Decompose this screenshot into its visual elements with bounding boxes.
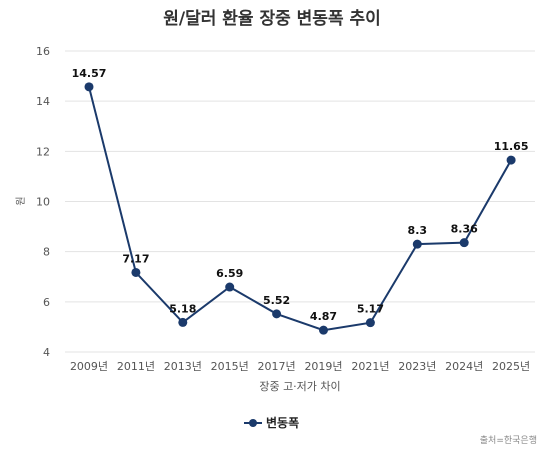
y-tick-label: 12 <box>36 145 50 158</box>
data-label: 11.65 <box>494 140 529 153</box>
x-tick-label: 2024년 <box>445 360 483 373</box>
y-axis-label: 원 <box>15 196 27 205</box>
data-label: 8.36 <box>451 223 478 236</box>
y-tick-label: 16 <box>36 45 50 58</box>
data-label: 5.18 <box>169 302 196 315</box>
data-point <box>178 317 188 327</box>
data-points <box>84 82 516 335</box>
data-label: 14.57 <box>72 67 107 80</box>
x-axis-label: 장중 고·저가 차이 <box>259 380 340 393</box>
x-tick-label: 2013년 <box>164 360 202 373</box>
data-point <box>225 282 235 292</box>
y-axis-ticks: 4 6 8 10 12 14 16 <box>36 45 50 359</box>
data-label: 4.87 <box>310 310 337 323</box>
data-point <box>319 325 328 335</box>
x-tick-label: 2015년 <box>211 360 249 373</box>
x-tick-label: 2021년 <box>351 360 389 373</box>
data-label: 8.3 <box>408 224 428 237</box>
data-label: 6.59 <box>216 267 243 280</box>
data-labels: 14.57 7.17 5.18 6.59 5.52 4.87 5.17 8.3 8.36 11.6… <box>72 67 529 323</box>
legend: 변동폭 <box>244 415 299 430</box>
data-point <box>459 238 469 248</box>
x-axis-ticks: 2009년 2011년 2013년 2015년 2017년 2019년 2021년 2023년… <box>70 360 530 373</box>
y-tick-label: 8 <box>43 246 50 259</box>
x-tick-label: 2025년 <box>492 360 530 373</box>
legend-marker-icon <box>249 419 257 427</box>
x-tick-label: 2017년 <box>258 360 296 373</box>
legend-label: 변동폭 <box>266 415 299 430</box>
x-tick-label: 2023년 <box>398 360 436 373</box>
series-line <box>88 86 512 332</box>
data-point <box>506 155 516 165</box>
data-label: 7.17 <box>122 252 149 265</box>
data-label: 5.52 <box>263 294 290 307</box>
data-point <box>131 267 141 277</box>
x-tick-label: 2011년 <box>117 360 155 373</box>
x-tick-label: 2009년 <box>70 360 108 373</box>
chart-title: 원/달러 환율 장중 변동폭 추이 <box>163 8 381 29</box>
data-point <box>84 82 94 92</box>
source-note: 출처=한국은행 <box>480 434 537 446</box>
data-point <box>365 318 375 328</box>
y-tick-label: 4 <box>43 346 50 359</box>
grid-lines <box>65 50 535 353</box>
y-tick-label: 6 <box>43 296 50 309</box>
data-point <box>412 239 422 249</box>
data-label: 5.17 <box>357 303 384 316</box>
y-tick-label: 10 <box>36 196 50 209</box>
x-tick-label: 2019년 <box>304 360 342 373</box>
data-point <box>272 309 282 319</box>
y-tick-label: 14 <box>36 95 50 108</box>
